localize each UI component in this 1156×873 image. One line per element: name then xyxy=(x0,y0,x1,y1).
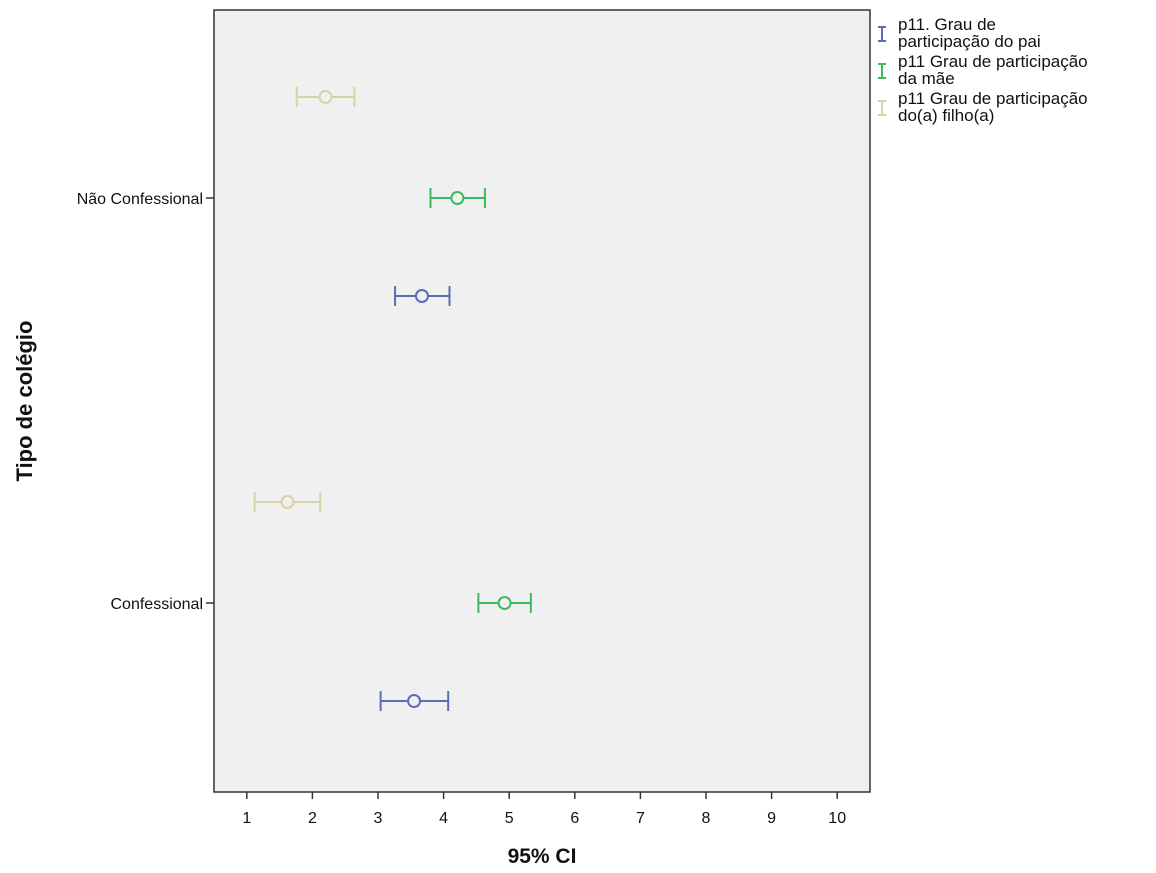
x-axis-title: 95% CI xyxy=(508,845,577,868)
mean-marker xyxy=(280,495,295,509)
error-bar-icon xyxy=(876,62,888,80)
x-tick-label: 3 xyxy=(374,810,383,827)
legend-label: p11 Grau de participação do(a) filho(a) xyxy=(898,89,1088,125)
error-bar xyxy=(477,593,532,613)
error-bar xyxy=(379,691,450,711)
x-tick-label: 4 xyxy=(439,810,448,827)
mean-marker xyxy=(450,191,465,205)
error-bar-icon xyxy=(876,25,888,43)
error-bar-icon xyxy=(876,99,888,117)
x-tick-label: 8 xyxy=(702,810,711,827)
x-tick-label: 2 xyxy=(308,810,317,827)
legend-item: p11 Grau de participação da mãe xyxy=(876,53,1152,87)
y-tick-label: Não Confessional xyxy=(77,191,203,208)
error-bars xyxy=(253,87,532,711)
x-tick-label: 1 xyxy=(242,810,251,827)
x-axis: 1 2 3 4 5 6 7 8 9 10 xyxy=(242,792,846,827)
mean-marker xyxy=(318,90,333,104)
error-bar xyxy=(394,286,451,306)
x-tick-label: 6 xyxy=(570,810,579,827)
mean-marker xyxy=(497,596,512,610)
legend-label: p11 Grau de participação da mãe xyxy=(898,52,1088,88)
x-tick-label: 9 xyxy=(767,810,776,827)
error-bar xyxy=(295,87,356,107)
y-tick-label: Confessional xyxy=(111,596,204,613)
legend: p11. Grau de participação do pai p11 Grau… xyxy=(876,16,1152,127)
legend-item: p11. Grau de participação do pai xyxy=(876,16,1152,50)
error-bar xyxy=(429,188,486,208)
x-tick-label: 7 xyxy=(636,810,645,827)
x-tick-label: 5 xyxy=(505,810,514,827)
y-axis-title: Tipo de colégio xyxy=(12,321,37,482)
mean-marker xyxy=(414,289,429,303)
legend-label: p11. Grau de participação do pai xyxy=(898,15,1041,51)
error-bar xyxy=(253,492,322,512)
plot-area xyxy=(213,9,871,793)
x-tick-label: 10 xyxy=(828,810,846,827)
mean-marker xyxy=(407,694,422,708)
y-axis: Não Confessional Confessional xyxy=(77,191,214,613)
legend-item: p11 Grau de participação do(a) filho(a) xyxy=(876,90,1152,124)
